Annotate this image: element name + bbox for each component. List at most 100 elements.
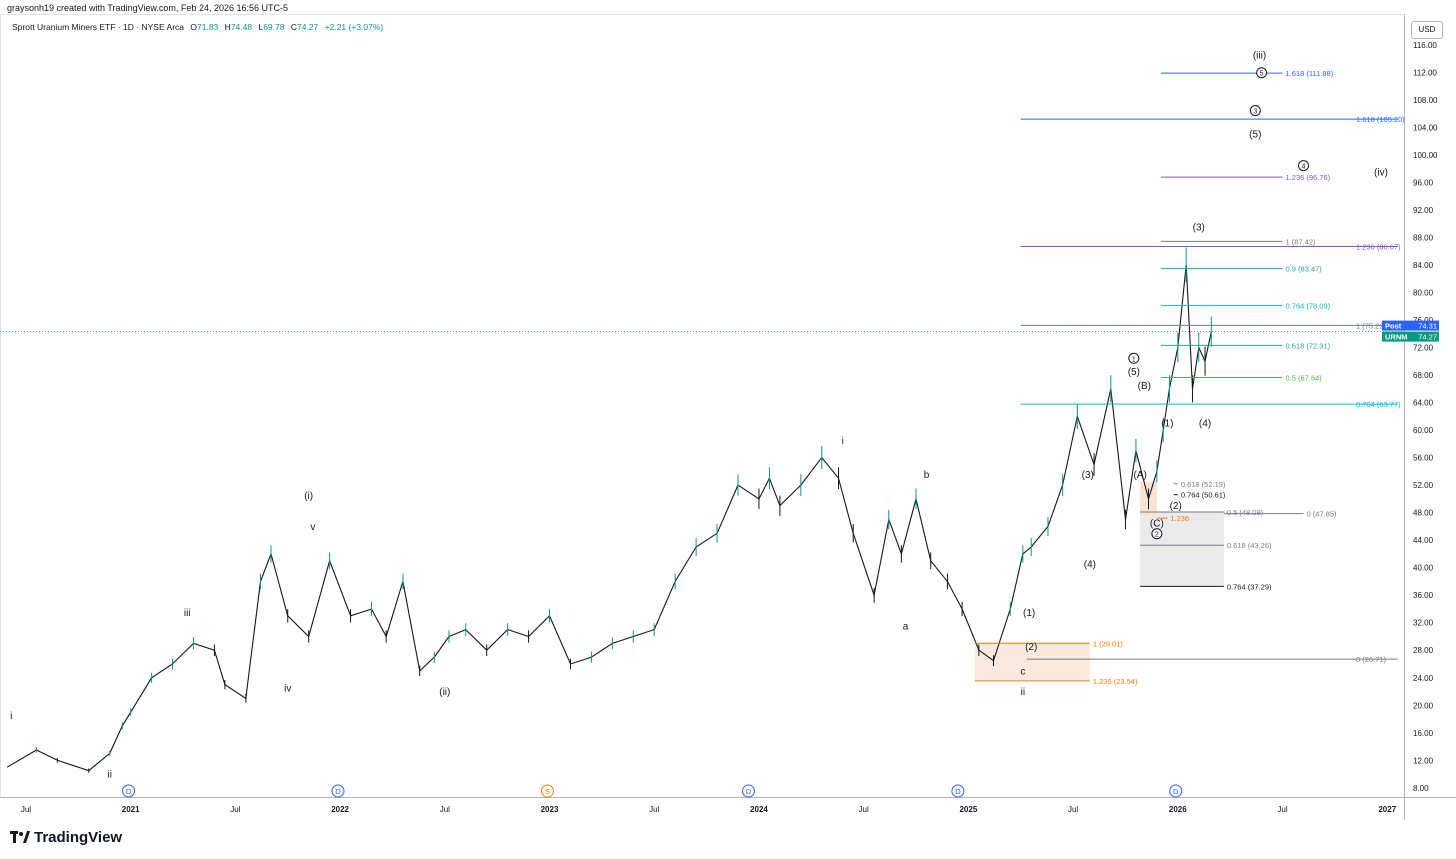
x-tick-label: Jul bbox=[649, 805, 659, 814]
dividend-marker-label: D bbox=[1173, 787, 1179, 796]
x-tick-label: Jul bbox=[440, 805, 450, 814]
y-tick-label: 56.00 bbox=[1413, 454, 1434, 463]
y-tick-label: 96.00 bbox=[1413, 178, 1434, 187]
wave-circle bbox=[1128, 352, 1140, 364]
currency-button[interactable]: USD bbox=[1411, 21, 1443, 39]
plot-border bbox=[0, 14, 1405, 798]
high-value: 74.48 bbox=[230, 22, 253, 32]
fib-level-label: 0.618 (72.31) bbox=[1286, 341, 1331, 350]
y-tick-label: 20.00 bbox=[1413, 701, 1434, 710]
fib-level-label: 0.5 (67.64) bbox=[1286, 373, 1323, 382]
dividend-marker[interactable] bbox=[122, 784, 136, 798]
y-tick-label: 88.00 bbox=[1413, 233, 1434, 242]
x-tick-label: 2021 bbox=[122, 805, 140, 814]
wave-label: a bbox=[903, 622, 909, 633]
x-tick-label: 2023 bbox=[541, 805, 559, 814]
y-tick-label: 80.00 bbox=[1413, 288, 1434, 297]
low-value: 69.78 bbox=[263, 22, 285, 32]
y-tick-label: 60.00 bbox=[1413, 426, 1434, 435]
exchange: NYSE Arca bbox=[141, 22, 185, 32]
price-badge bbox=[1382, 320, 1439, 331]
dividend-marker[interactable] bbox=[741, 784, 755, 798]
wave-label: (C) bbox=[1150, 518, 1164, 529]
wave-label: ii bbox=[1021, 687, 1025, 698]
y-tick-label: 76.00 bbox=[1413, 316, 1434, 325]
wave-label: (3) bbox=[1082, 470, 1094, 481]
y-tick-label: 84.00 bbox=[1413, 261, 1434, 270]
y-tick-label: 40.00 bbox=[1413, 564, 1434, 573]
price-badge-label: URNM bbox=[1385, 333, 1408, 342]
fib-level-label: 1.236 bbox=[1170, 514, 1189, 523]
dividend-marker[interactable] bbox=[1169, 784, 1183, 798]
fib-level-label: 1.236 (23.54) bbox=[1093, 677, 1138, 686]
y-tick-label: 24.00 bbox=[1413, 674, 1434, 683]
fib-level-label: 1 (29.01) bbox=[1093, 639, 1124, 648]
fib-level-label: 1.236 (86.67) bbox=[1356, 243, 1401, 252]
wave-circle bbox=[1151, 528, 1163, 540]
price-series-line bbox=[6, 264, 1212, 772]
fib-level-label: 0 (47.85) bbox=[1306, 510, 1337, 519]
fib-level-label: 0.618 (52.19) bbox=[1181, 480, 1226, 489]
y-tick-label: 48.00 bbox=[1413, 509, 1434, 518]
fib-zone-gray bbox=[1140, 512, 1224, 587]
wave-label: (i) bbox=[304, 491, 313, 502]
y-tick-label: 36.00 bbox=[1413, 591, 1434, 600]
fib-level-label: 1.618 (111.88) bbox=[1286, 69, 1334, 78]
wave-label: (1) bbox=[1023, 608, 1035, 619]
y-tick-label: 32.00 bbox=[1413, 619, 1434, 628]
x-tick-label: 2026 bbox=[1169, 805, 1187, 814]
wave-circled-label: 2 bbox=[1155, 532, 1159, 539]
fib-level-label: 1 (75.22) bbox=[1356, 321, 1387, 330]
wave-label: (A) bbox=[1133, 470, 1146, 481]
y-tick-label: 108.00 bbox=[1413, 96, 1438, 105]
fib-level-label: 0.764 (63.77) bbox=[1356, 400, 1401, 409]
fib-level-label: 0.764 (50.61) bbox=[1181, 491, 1226, 500]
wave-circled-label: 4 bbox=[1302, 164, 1306, 171]
x-tick-label: Jul bbox=[230, 805, 240, 814]
wave-circle bbox=[1249, 105, 1261, 117]
wave-circle bbox=[1256, 67, 1268, 79]
wave-label: (2) bbox=[1025, 642, 1037, 653]
open-label: O bbox=[190, 22, 198, 32]
fib-level-label: 0.618 (43.26) bbox=[1227, 541, 1272, 550]
chart-credit: graysonh19 created with TradingView.com,… bbox=[7, 3, 288, 13]
dividend-marker-label: D bbox=[126, 787, 132, 796]
change-value: +2.21 (+3.07%) bbox=[324, 22, 384, 32]
fib-level-label: 1.618 (105.20) bbox=[1356, 115, 1405, 124]
wave-circled-label: 3 bbox=[1253, 109, 1257, 116]
dividend-marker[interactable] bbox=[331, 784, 345, 798]
tradingview-logo-icon bbox=[10, 830, 30, 847]
wave-label: (1) bbox=[1161, 419, 1173, 430]
wave-circled-label: 5 bbox=[1260, 71, 1264, 78]
dividend-marker-label: S bbox=[545, 787, 550, 796]
dividend-marker-label: D bbox=[746, 787, 752, 796]
y-tick-label: 12.00 bbox=[1413, 756, 1434, 765]
symbol-legend[interactable]: Sprott Uranium Miners ETF · 1D · NYSE Ar… bbox=[12, 22, 383, 32]
y-tick-label: 8.00 bbox=[1413, 784, 1429, 793]
wave-label: i bbox=[842, 436, 844, 447]
dividend-marker[interactable] bbox=[951, 784, 965, 798]
close-value: 74.27 bbox=[297, 22, 319, 32]
wave-label: (iv) bbox=[1374, 167, 1388, 178]
price-badge bbox=[1382, 331, 1439, 342]
fib-level-label: 1 (87.42) bbox=[1286, 237, 1317, 246]
high-label: H bbox=[224, 22, 231, 32]
fib-level-label: 0.764 (78.09) bbox=[1286, 302, 1331, 311]
wave-label: (5) bbox=[1249, 130, 1261, 141]
y-tick-label: 16.00 bbox=[1413, 729, 1434, 738]
wave-label: (2) bbox=[1170, 501, 1182, 512]
dividend-marker[interactable] bbox=[540, 784, 554, 798]
legend-sep: · bbox=[117, 22, 124, 32]
legend-sep: · bbox=[136, 22, 142, 32]
wave-label: (5) bbox=[1128, 367, 1140, 378]
wave-label: (4) bbox=[1084, 560, 1096, 571]
low-label: L bbox=[258, 22, 264, 32]
y-tick-label: 92.00 bbox=[1413, 206, 1434, 215]
y-tick-label: 100.00 bbox=[1413, 151, 1438, 160]
x-tick-label: Jul bbox=[859, 805, 869, 814]
x-tick-label: 2027 bbox=[1378, 805, 1396, 814]
y-tick-label: 72.00 bbox=[1413, 343, 1434, 352]
wave-label: (ii) bbox=[439, 687, 450, 698]
close-label: C bbox=[290, 22, 297, 32]
